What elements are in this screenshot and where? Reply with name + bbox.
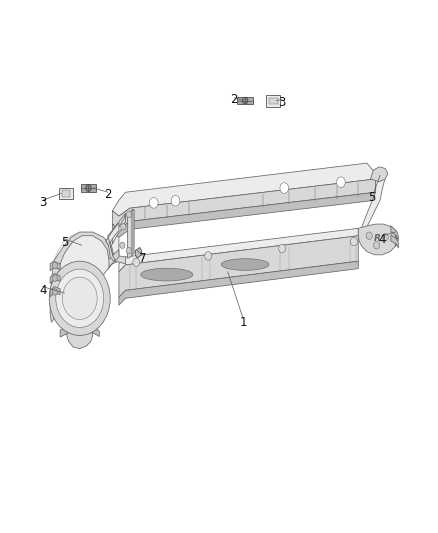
Circle shape — [205, 252, 212, 260]
Text: 3: 3 — [39, 196, 46, 209]
Circle shape — [52, 289, 57, 295]
Text: 2: 2 — [104, 189, 112, 201]
Polygon shape — [104, 227, 119, 266]
Polygon shape — [50, 232, 113, 322]
Polygon shape — [269, 98, 278, 104]
Circle shape — [279, 244, 286, 253]
Text: R: R — [374, 235, 381, 244]
Circle shape — [120, 223, 126, 230]
Polygon shape — [50, 273, 60, 284]
Text: 7: 7 — [139, 252, 147, 265]
Circle shape — [280, 183, 289, 193]
Polygon shape — [108, 236, 125, 264]
Circle shape — [336, 177, 345, 188]
Polygon shape — [391, 235, 398, 248]
Circle shape — [149, 198, 158, 208]
Polygon shape — [108, 214, 125, 243]
Polygon shape — [266, 95, 280, 107]
Text: 2: 2 — [230, 93, 238, 106]
Polygon shape — [106, 223, 119, 245]
Polygon shape — [119, 261, 358, 305]
Circle shape — [62, 277, 97, 319]
Polygon shape — [135, 247, 141, 258]
Circle shape — [126, 247, 131, 254]
Polygon shape — [358, 175, 385, 236]
Polygon shape — [237, 96, 253, 104]
Circle shape — [126, 212, 131, 217]
Polygon shape — [50, 261, 60, 271]
Text: 4: 4 — [378, 233, 386, 246]
Circle shape — [171, 196, 180, 206]
Circle shape — [120, 242, 125, 248]
Text: 4: 4 — [39, 284, 46, 297]
Polygon shape — [221, 259, 269, 270]
Polygon shape — [132, 209, 134, 255]
Polygon shape — [113, 163, 376, 216]
Circle shape — [52, 275, 57, 281]
Polygon shape — [141, 268, 193, 281]
Polygon shape — [54, 236, 109, 318]
Circle shape — [374, 241, 380, 249]
Polygon shape — [391, 225, 398, 241]
Polygon shape — [119, 236, 358, 297]
Circle shape — [49, 261, 110, 335]
Circle shape — [366, 232, 372, 239]
Polygon shape — [106, 237, 116, 261]
Circle shape — [56, 269, 104, 327]
Circle shape — [133, 258, 140, 266]
Polygon shape — [113, 179, 376, 229]
Polygon shape — [113, 214, 125, 244]
Polygon shape — [127, 209, 133, 259]
Polygon shape — [60, 326, 99, 337]
Polygon shape — [119, 228, 358, 272]
Circle shape — [52, 262, 57, 269]
Circle shape — [86, 185, 91, 191]
Text: 3: 3 — [279, 95, 286, 109]
Polygon shape — [62, 190, 70, 197]
Text: 5: 5 — [61, 236, 68, 249]
Polygon shape — [104, 249, 119, 272]
Circle shape — [382, 233, 389, 241]
Polygon shape — [371, 167, 388, 182]
Text: 1: 1 — [239, 316, 247, 329]
Polygon shape — [391, 227, 396, 246]
Polygon shape — [81, 184, 96, 192]
Polygon shape — [358, 224, 396, 255]
Polygon shape — [67, 319, 93, 349]
Circle shape — [242, 97, 248, 104]
Polygon shape — [59, 188, 73, 199]
Text: 5: 5 — [367, 191, 375, 204]
Circle shape — [350, 237, 357, 246]
Polygon shape — [50, 287, 60, 297]
Polygon shape — [113, 192, 376, 237]
